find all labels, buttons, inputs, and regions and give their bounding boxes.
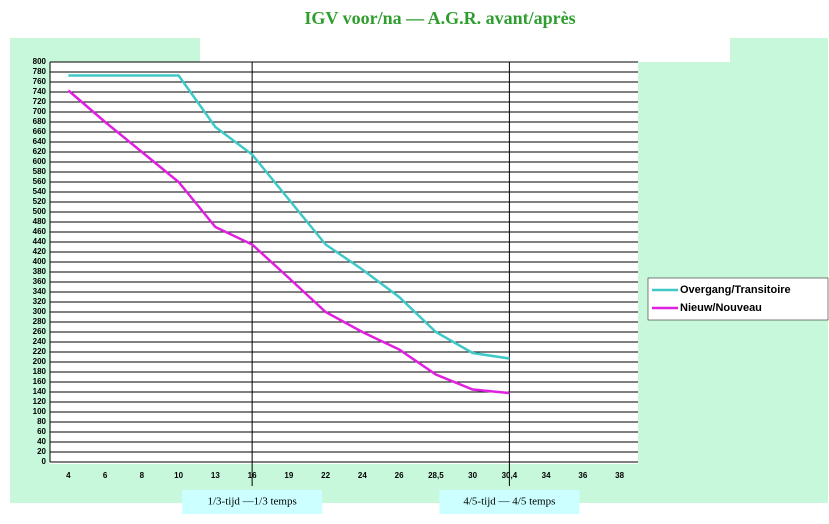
- x-tick-label: 38: [615, 471, 624, 480]
- y-tick-label: 340: [33, 287, 47, 296]
- y-tick-label: 180: [33, 367, 47, 376]
- x-tick-label: 19: [284, 471, 293, 480]
- y-tick-label: 480: [33, 217, 47, 226]
- y-tick-label: 200: [33, 357, 47, 366]
- y-tick-label: 600: [33, 157, 47, 166]
- x-tick-label: 26: [395, 471, 404, 480]
- y-tick-label: 640: [33, 137, 47, 146]
- y-tick-label: 100: [33, 407, 47, 416]
- x-tick-label: 28,5: [428, 471, 444, 480]
- series-line: [67, 89, 510, 395]
- y-tick-label: 760: [33, 77, 47, 86]
- y-tick-label: 580: [33, 167, 47, 176]
- y-tick-label: 380: [33, 267, 47, 276]
- y-tick-label: 140: [33, 387, 47, 396]
- y-tick-label: 460: [33, 227, 47, 236]
- y-tick-label: 220: [33, 347, 47, 356]
- x-tick-label: 10: [174, 471, 183, 480]
- x-tick-label: 13: [211, 471, 220, 480]
- y-tick-label: 660: [33, 127, 47, 136]
- y-tick-label: 800: [33, 57, 47, 66]
- annotation: 4/5-tijd — 4/5 temps: [463, 496, 555, 508]
- y-tick-label: 260: [33, 327, 47, 336]
- legend-box: [647, 277, 829, 321]
- y-tick-label: 400: [33, 257, 47, 266]
- annotation-box: [182, 490, 323, 514]
- y-tick-label: 500: [33, 207, 47, 216]
- annotation: 1/3-tijd —1/3 temps: [208, 496, 297, 508]
- y-tick-label: 720: [33, 97, 47, 106]
- chart-title: IGV voor/na — A.G.R. avant/après: [304, 8, 575, 28]
- y-tick-label: 280: [33, 317, 47, 326]
- y-tick-label: 440: [33, 237, 47, 246]
- series-line: [68, 74, 510, 360]
- y-tick-label: 420: [33, 247, 47, 256]
- y-tick-label: 740: [33, 87, 47, 96]
- y-tick-label: 320: [33, 297, 47, 306]
- y-tick-label: 620: [33, 147, 47, 156]
- y-tick-label: 540: [33, 187, 47, 196]
- x-tick-label: 34: [542, 471, 551, 480]
- y-tick-label: 780: [33, 67, 47, 76]
- y-tick-label: 520: [33, 197, 47, 206]
- y-tick-label: 0: [42, 457, 47, 466]
- legend-label: Nieuw/Nouveau: [680, 302, 762, 314]
- y-tick-label: 560: [33, 177, 47, 186]
- y-tick-label: 40: [37, 437, 46, 446]
- y-tick-label: 20: [37, 447, 46, 456]
- y-tick-label: 60: [37, 427, 46, 436]
- y-tick-label: 680: [33, 117, 47, 126]
- x-tick-label: 22: [321, 471, 330, 480]
- annotation-box: [439, 490, 580, 514]
- x-tick-label: 6: [103, 471, 108, 480]
- y-tick-label: 80: [37, 417, 46, 426]
- x-tick-label: 36: [578, 471, 587, 480]
- x-tick-label: 8: [140, 471, 145, 480]
- y-tick-label: 360: [33, 277, 47, 286]
- y-tick-label: 300: [33, 307, 47, 316]
- title-band: [200, 38, 730, 62]
- x-tick-label: 30: [468, 471, 477, 480]
- legend-label: Overgang/Transitoire: [680, 284, 791, 296]
- y-tick-label: 160: [33, 377, 47, 386]
- y-tick-label: 240: [33, 337, 47, 346]
- y-tick-label: 120: [33, 397, 47, 406]
- x-tick-label: 24: [358, 471, 367, 480]
- plot-area: [50, 62, 638, 464]
- x-tick-label: 4: [66, 471, 71, 480]
- y-tick-label: 700: [33, 107, 47, 116]
